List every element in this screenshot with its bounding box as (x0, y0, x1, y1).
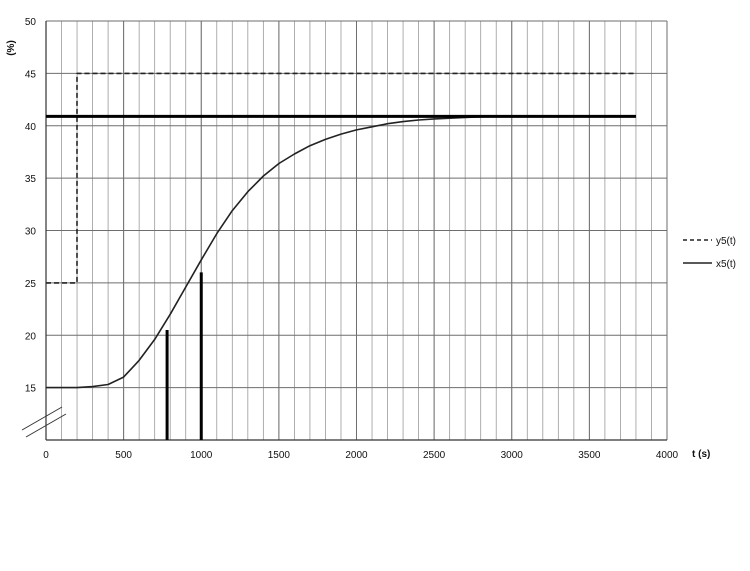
x-tick-label: 3500 (578, 450, 601, 461)
y-tick-label: 40 (25, 122, 37, 133)
annotation-layer (46, 114, 636, 440)
y-tick-label: 30 (25, 227, 37, 238)
y-tick-labels: 15 20 25 30 35 40 45 50 (25, 17, 37, 395)
legend-label-y5: y5(t) (716, 236, 736, 247)
x-tick-label: 0 (43, 450, 49, 461)
x-tick-label: 2000 (345, 450, 368, 461)
y-axis-title: (%) (6, 40, 17, 56)
plot-frame (45, 21, 667, 441)
x-tick-label: 3000 (501, 450, 524, 461)
axis-break-stroke (21, 406, 63, 431)
y-tick-label: 35 (25, 174, 37, 185)
y-tick-label: 15 (25, 384, 37, 395)
y-tick-label: 20 (25, 331, 37, 342)
legend: y5(t) x5(t) (683, 236, 736, 270)
axis-break-marker (21, 406, 67, 438)
y-tick-label: 45 (25, 69, 37, 80)
x-tick-label: 500 (115, 450, 132, 461)
y-tick-label: 25 (25, 279, 37, 290)
x-tick-label: 1500 (268, 450, 291, 461)
legend-label-x5: x5(t) (716, 259, 736, 270)
x-tick-label: 1000 (190, 450, 213, 461)
x-tick-label: 2500 (423, 450, 446, 461)
x-tick-label: 4000 (656, 450, 679, 461)
x-tick-labels: 0 500 1000 1500 2000 2500 3000 3500 4000 (43, 450, 678, 461)
axis-break-stroke (25, 413, 67, 438)
y-tick-label: 50 (25, 17, 37, 28)
x-axis-title: t (s) (692, 449, 710, 460)
